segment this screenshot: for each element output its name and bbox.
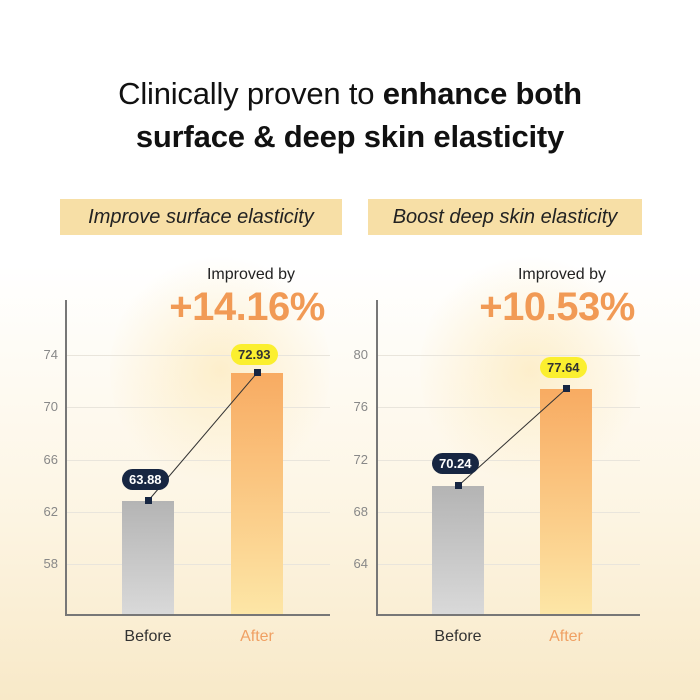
value-pill-before: 70.24: [432, 453, 479, 474]
headline: Clinically proven to enhance both surfac…: [0, 72, 700, 158]
y-tick: 72: [353, 452, 368, 467]
x-label-before: Before: [124, 628, 172, 645]
gridline: [67, 407, 330, 408]
improvement-percent: +10.53%: [479, 285, 635, 329]
improved-label: Improved by: [206, 266, 296, 283]
trend-line: [147, 372, 258, 502]
y-axis: [65, 300, 67, 616]
x-label-after: After: [240, 628, 274, 645]
gridline: [378, 564, 640, 565]
y-tick: 74: [43, 347, 58, 362]
value-pill-before: 63.88: [122, 469, 169, 490]
chart-deep: 70.24 77.64: [376, 300, 640, 616]
y-tick: 62: [43, 504, 58, 519]
y-tick: 68: [353, 504, 368, 519]
headline-bold-2: surface & deep skin elasticity: [135, 119, 565, 154]
x-label-after: After: [549, 628, 583, 645]
improved-label: Improved by: [517, 266, 607, 283]
bar-before: [432, 486, 484, 614]
value-pill-after: 72.93: [231, 344, 278, 365]
chart-surface: 63.88 72.93: [65, 300, 330, 616]
bar-after: [231, 373, 283, 614]
y-tick: 64: [353, 556, 368, 571]
tag-surface-elasticity: Improve surface elasticity: [60, 199, 342, 235]
y-tick: 58: [43, 556, 58, 571]
gridline: [67, 512, 330, 513]
gridline: [67, 355, 330, 356]
trend-line: [457, 388, 567, 487]
gridline: [378, 407, 640, 408]
marker-after: [254, 369, 261, 376]
x-axis: [65, 614, 330, 616]
gridline: [378, 512, 640, 513]
x-axis: [376, 614, 640, 616]
improvement-percent: +14.16%: [169, 285, 325, 329]
y-axis: [376, 300, 378, 616]
bar-after: [540, 389, 592, 614]
y-tick: 70: [43, 399, 58, 414]
gridline: [67, 460, 330, 461]
headline-regular: Clinically proven to: [118, 76, 383, 111]
y-tick: 76: [353, 399, 368, 414]
background-glow: [420, 250, 640, 490]
y-tick: 66: [43, 452, 58, 467]
gridline: [67, 564, 330, 565]
tag-deep-elasticity: Boost deep skin elasticity: [368, 199, 642, 235]
value-pill-after: 77.64: [540, 357, 587, 378]
gridline: [378, 355, 640, 356]
background-glow: [110, 250, 330, 490]
bar-before: [122, 501, 174, 614]
y-tick: 80: [353, 347, 368, 362]
marker-before: [145, 497, 152, 504]
marker-after: [563, 385, 570, 392]
x-label-before: Before: [434, 628, 482, 645]
gridline: [378, 460, 640, 461]
marker-before: [455, 482, 462, 489]
headline-bold-1: enhance both: [382, 76, 582, 111]
